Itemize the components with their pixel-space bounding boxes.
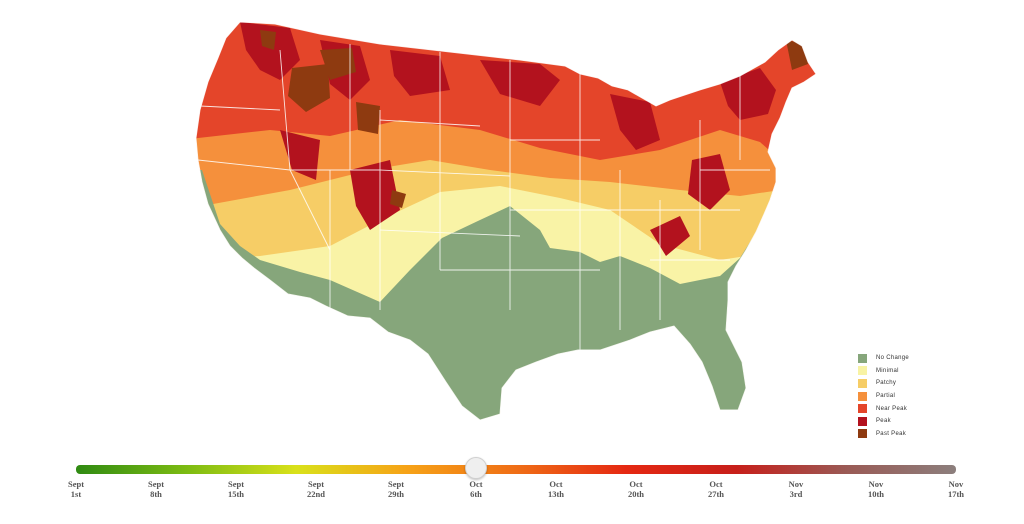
date-tick-month: Sept (67, 479, 85, 489)
date-slider[interactable] (76, 457, 956, 479)
date-tick[interactable]: Oct 20th (611, 479, 661, 499)
date-tick[interactable]: Nov 17th (931, 479, 981, 499)
legend-swatch (858, 353, 867, 363)
date-tick-day: 27th (707, 489, 725, 499)
date-tick[interactable]: Oct 6th (451, 479, 501, 499)
legend: No Change Minimal Patchy Partial Near Peak Pe… (858, 352, 968, 440)
date-tick[interactable]: Oct 27th (691, 479, 741, 499)
date-tick-day: 1st (70, 489, 82, 499)
legend-item: Patchy (858, 377, 968, 390)
legend-swatch (858, 416, 867, 426)
date-tick-month: Oct (549, 479, 563, 489)
date-tick-month: Nov (868, 479, 884, 489)
date-tick[interactable]: Sept 15th (211, 479, 261, 499)
slider-handle[interactable] (465, 457, 487, 479)
date-tick-day: 15th (227, 489, 245, 499)
date-tick[interactable]: Nov 10th (851, 479, 901, 499)
legend-label: Patchy (876, 380, 897, 387)
legend-label: Near Peak (876, 405, 908, 412)
date-tick-month: Sept (387, 479, 405, 489)
date-tick-month: Sept (147, 479, 165, 489)
date-tick[interactable]: Nov 3rd (771, 479, 821, 499)
slider-track[interactable] (76, 465, 956, 474)
date-tick-day: 6th (470, 489, 482, 499)
date-tick-month: Sept (307, 479, 325, 489)
legend-item: Minimal (858, 365, 968, 378)
date-tick-month: Oct (469, 479, 483, 489)
date-tick[interactable]: Oct 13th (531, 479, 581, 499)
legend-label: Past Peak (876, 430, 907, 437)
legend-item: No Change (858, 352, 968, 365)
date-tick-day: 3rd (789, 489, 803, 499)
legend-item: Near Peak (858, 402, 968, 415)
legend-swatch (858, 378, 867, 388)
date-tick-month: Nov (788, 479, 804, 489)
legend-swatch (858, 366, 867, 376)
legend-label: Peak (876, 418, 891, 425)
date-tick[interactable]: Sept 8th (131, 479, 181, 499)
legend-label: Minimal (876, 367, 899, 374)
legend-item: Partial (858, 390, 968, 403)
date-tick[interactable]: Sept 29th (371, 479, 421, 499)
date-tick-day: 8th (150, 489, 162, 499)
state-borders (195, 21, 817, 421)
legend-swatch (858, 404, 867, 414)
date-tick[interactable]: Sept 22nd (291, 479, 341, 499)
legend-swatch (858, 429, 867, 439)
date-tick-day: 29th (387, 489, 405, 499)
date-tick-month: Oct (709, 479, 723, 489)
legend-item: Peak (858, 415, 968, 428)
date-tick-day: 10th (867, 489, 885, 499)
date-tick[interactable]: Sept 1st (51, 479, 101, 499)
date-tick-labels: Sept 1st Sept 8th Sept 15th Sept 22nd Sept 29th Oc… (68, 479, 964, 509)
date-tick-day: 22nd (307, 489, 325, 499)
region-past-peak (260, 30, 808, 208)
region-peak (240, 22, 776, 256)
date-tick-day: 13th (547, 489, 565, 499)
legend-label: No Change (876, 355, 910, 362)
legend-label: Partial (876, 393, 896, 400)
date-tick-day: 17th (947, 489, 965, 499)
us-foliage-map (180, 10, 840, 430)
date-tick-month: Oct (629, 479, 643, 489)
legend-swatch (858, 391, 867, 401)
date-tick-month: Sept (227, 479, 245, 489)
date-tick-day: 20th (627, 489, 645, 499)
legend-item: Past Peak (858, 428, 968, 441)
date-tick-month: Nov (948, 479, 964, 489)
